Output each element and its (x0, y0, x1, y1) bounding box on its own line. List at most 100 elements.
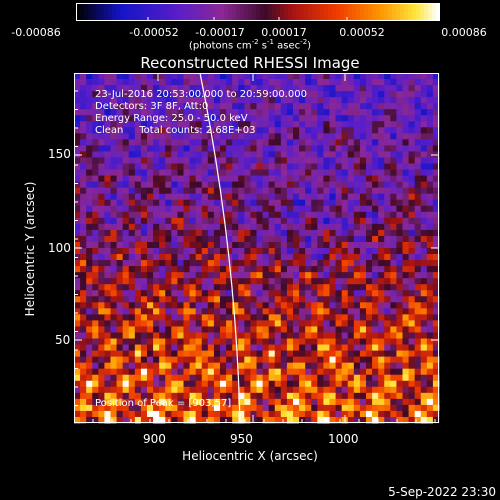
heatmap-cell (220, 85, 227, 92)
heatmap-cell (262, 169, 270, 177)
heatmap-cell (280, 73, 288, 80)
heatmap-cell (183, 356, 191, 364)
heatmap-cell (256, 181, 264, 189)
heatmap-cell (268, 278, 276, 285)
heatmap-cell (104, 229, 111, 237)
heatmap-cell (274, 157, 282, 165)
heatmap-cell (213, 272, 221, 279)
heatmap-cell (293, 326, 300, 333)
heatmap-cell (110, 133, 118, 140)
heatmap-cell (256, 163, 264, 171)
heatmap-cell (366, 272, 373, 279)
heatmap-cell (183, 181, 191, 189)
heatmap-cell (232, 169, 239, 177)
heatmap-cell (420, 151, 428, 158)
heatmap-cell (274, 332, 282, 340)
heatmap-cell (98, 127, 105, 134)
heatmap-cell (244, 374, 251, 382)
heatmap-cell (110, 181, 118, 189)
heatmap-cell (256, 284, 264, 291)
heatmap-cell (384, 97, 391, 104)
heatmap-cell (220, 254, 227, 261)
heatmap-cell (335, 85, 343, 92)
heatmap-cell (317, 169, 324, 177)
heatmap-cell (256, 229, 264, 237)
heatmap-cell (165, 169, 172, 177)
heatmap-cell (171, 392, 178, 400)
heatmap-cell (92, 73, 99, 80)
heatmap-cell (329, 133, 337, 140)
heatmap-cell (286, 181, 294, 189)
heatmap-cell (244, 344, 251, 352)
heatmap-cell (432, 217, 440, 225)
heatmap-cell (378, 296, 385, 303)
heatmap-cell (329, 91, 337, 98)
heatmap-cell (359, 157, 367, 165)
heatmap-cell (189, 314, 197, 321)
heatmap-cell (110, 266, 118, 273)
heatmap-cell (171, 320, 178, 327)
heatmap-cell (372, 79, 379, 86)
heatmap-cell (183, 254, 191, 261)
heatmap-cell (201, 145, 209, 152)
heatmap-cell (189, 217, 197, 225)
heatmap-cell (305, 248, 312, 255)
heatmap-cell (359, 308, 367, 315)
heatmap-cell (165, 272, 172, 279)
heatmap-cell (396, 284, 403, 291)
heatmap-cell (426, 85, 434, 92)
heatmap-cell (359, 211, 367, 219)
heatmap-cell (250, 254, 257, 261)
heatmap-cell (396, 380, 403, 388)
heatmap-cell (426, 416, 434, 424)
heatmap-cell (420, 308, 428, 315)
heatmap-cell (353, 145, 361, 152)
heatmap-cell (414, 193, 422, 201)
heatmap-cell (147, 163, 154, 171)
heatmap-cell (201, 85, 209, 92)
heatmap-cell (250, 392, 257, 400)
heatmap-cell (232, 193, 239, 201)
heatmap-cell (207, 416, 215, 424)
heatmap-cell (426, 139, 434, 146)
heatmap-cell (74, 278, 81, 285)
heatmap-cell (323, 103, 330, 110)
heatmap-cell (347, 314, 355, 321)
heatmap-cell (104, 139, 111, 146)
heatmap-cell (213, 127, 221, 134)
heatmap-cell (128, 199, 136, 207)
y-tick-label: 150 (48, 147, 71, 161)
heatmap-cell (128, 380, 136, 388)
heatmap-cell (201, 193, 209, 201)
heatmap-cell (128, 133, 136, 140)
heatmap-cell (134, 392, 142, 400)
heatmap-cell (359, 296, 367, 303)
colorbar-segment (328, 3, 333, 21)
heatmap-cell (286, 374, 294, 382)
heatmap-cell (165, 211, 172, 219)
heatmap-cell (293, 229, 300, 237)
heatmap-cell (280, 344, 288, 352)
heatmap-cell (92, 223, 99, 231)
heatmap-cell (347, 266, 355, 273)
heatmap-cell (80, 97, 87, 104)
heatmap-cell (262, 326, 270, 333)
heatmap-cell (86, 392, 93, 400)
y-tick-label: 50 (55, 333, 71, 347)
heatmap-cell (402, 121, 410, 128)
heatmap-cell (293, 91, 300, 98)
heatmap-cell (147, 175, 154, 183)
heatmap-cell (414, 248, 422, 255)
heatmap-cell (207, 410, 215, 418)
heatmap-cell (402, 272, 410, 279)
heatmap-cell (74, 79, 81, 86)
heatmap-cell (274, 199, 282, 207)
heatmap-cell (347, 193, 355, 201)
heatmap-cell (244, 199, 251, 207)
heatmap-cell (299, 127, 306, 134)
heatmap-cell (201, 103, 209, 110)
heatmap-cell (207, 187, 215, 195)
heatmap-cell (299, 187, 306, 195)
heatmap-cell (256, 332, 264, 340)
heatmap-cell (311, 145, 318, 152)
